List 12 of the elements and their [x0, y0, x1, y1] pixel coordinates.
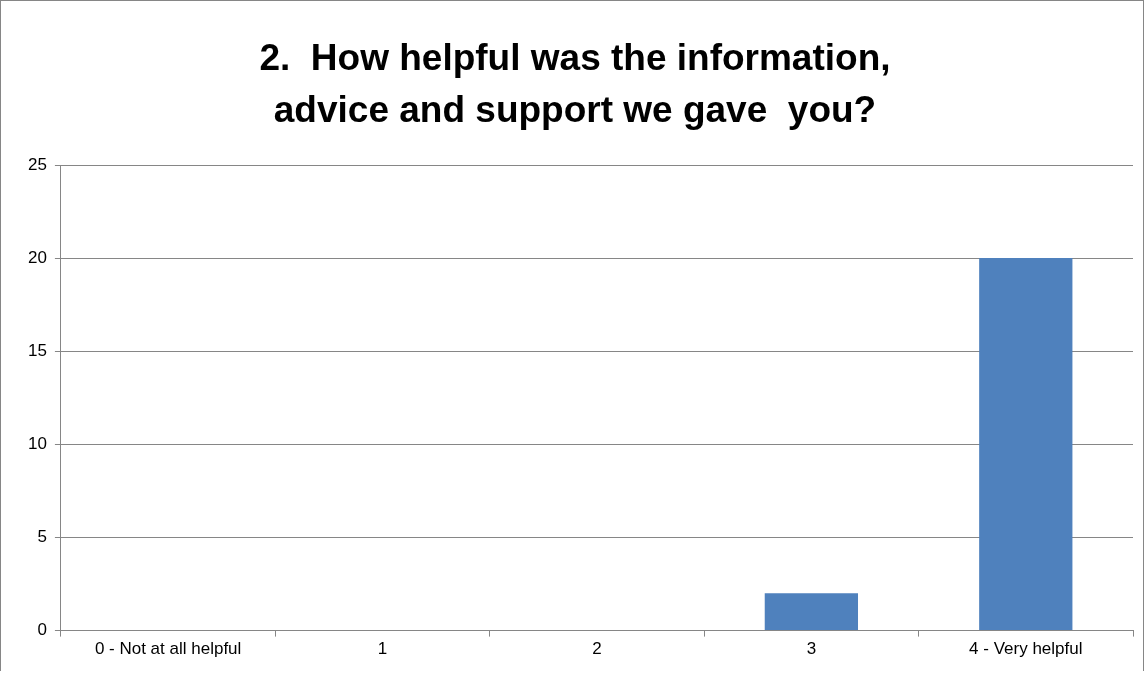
y-tick-label: 15: [27, 340, 47, 360]
x-tick-label: 2: [592, 639, 602, 659]
x-tick-label: 3: [806, 639, 817, 659]
x-tick-label: 0 - Not at all helpful: [94, 639, 242, 659]
y-tick-label: 10: [27, 434, 47, 454]
y-tick-label: 5: [37, 527, 47, 547]
chart-title: 2. How helpful was the information, advice and support we gave you?: [258, 36, 892, 132]
y-tick-label: 20: [27, 247, 47, 267]
x-tick-label: 4 - Very helpful: [969, 639, 1083, 659]
y-tick-label: 25: [27, 154, 47, 174]
x-tick-label: 1: [377, 639, 388, 659]
y-tick-label: 0: [37, 620, 47, 640]
